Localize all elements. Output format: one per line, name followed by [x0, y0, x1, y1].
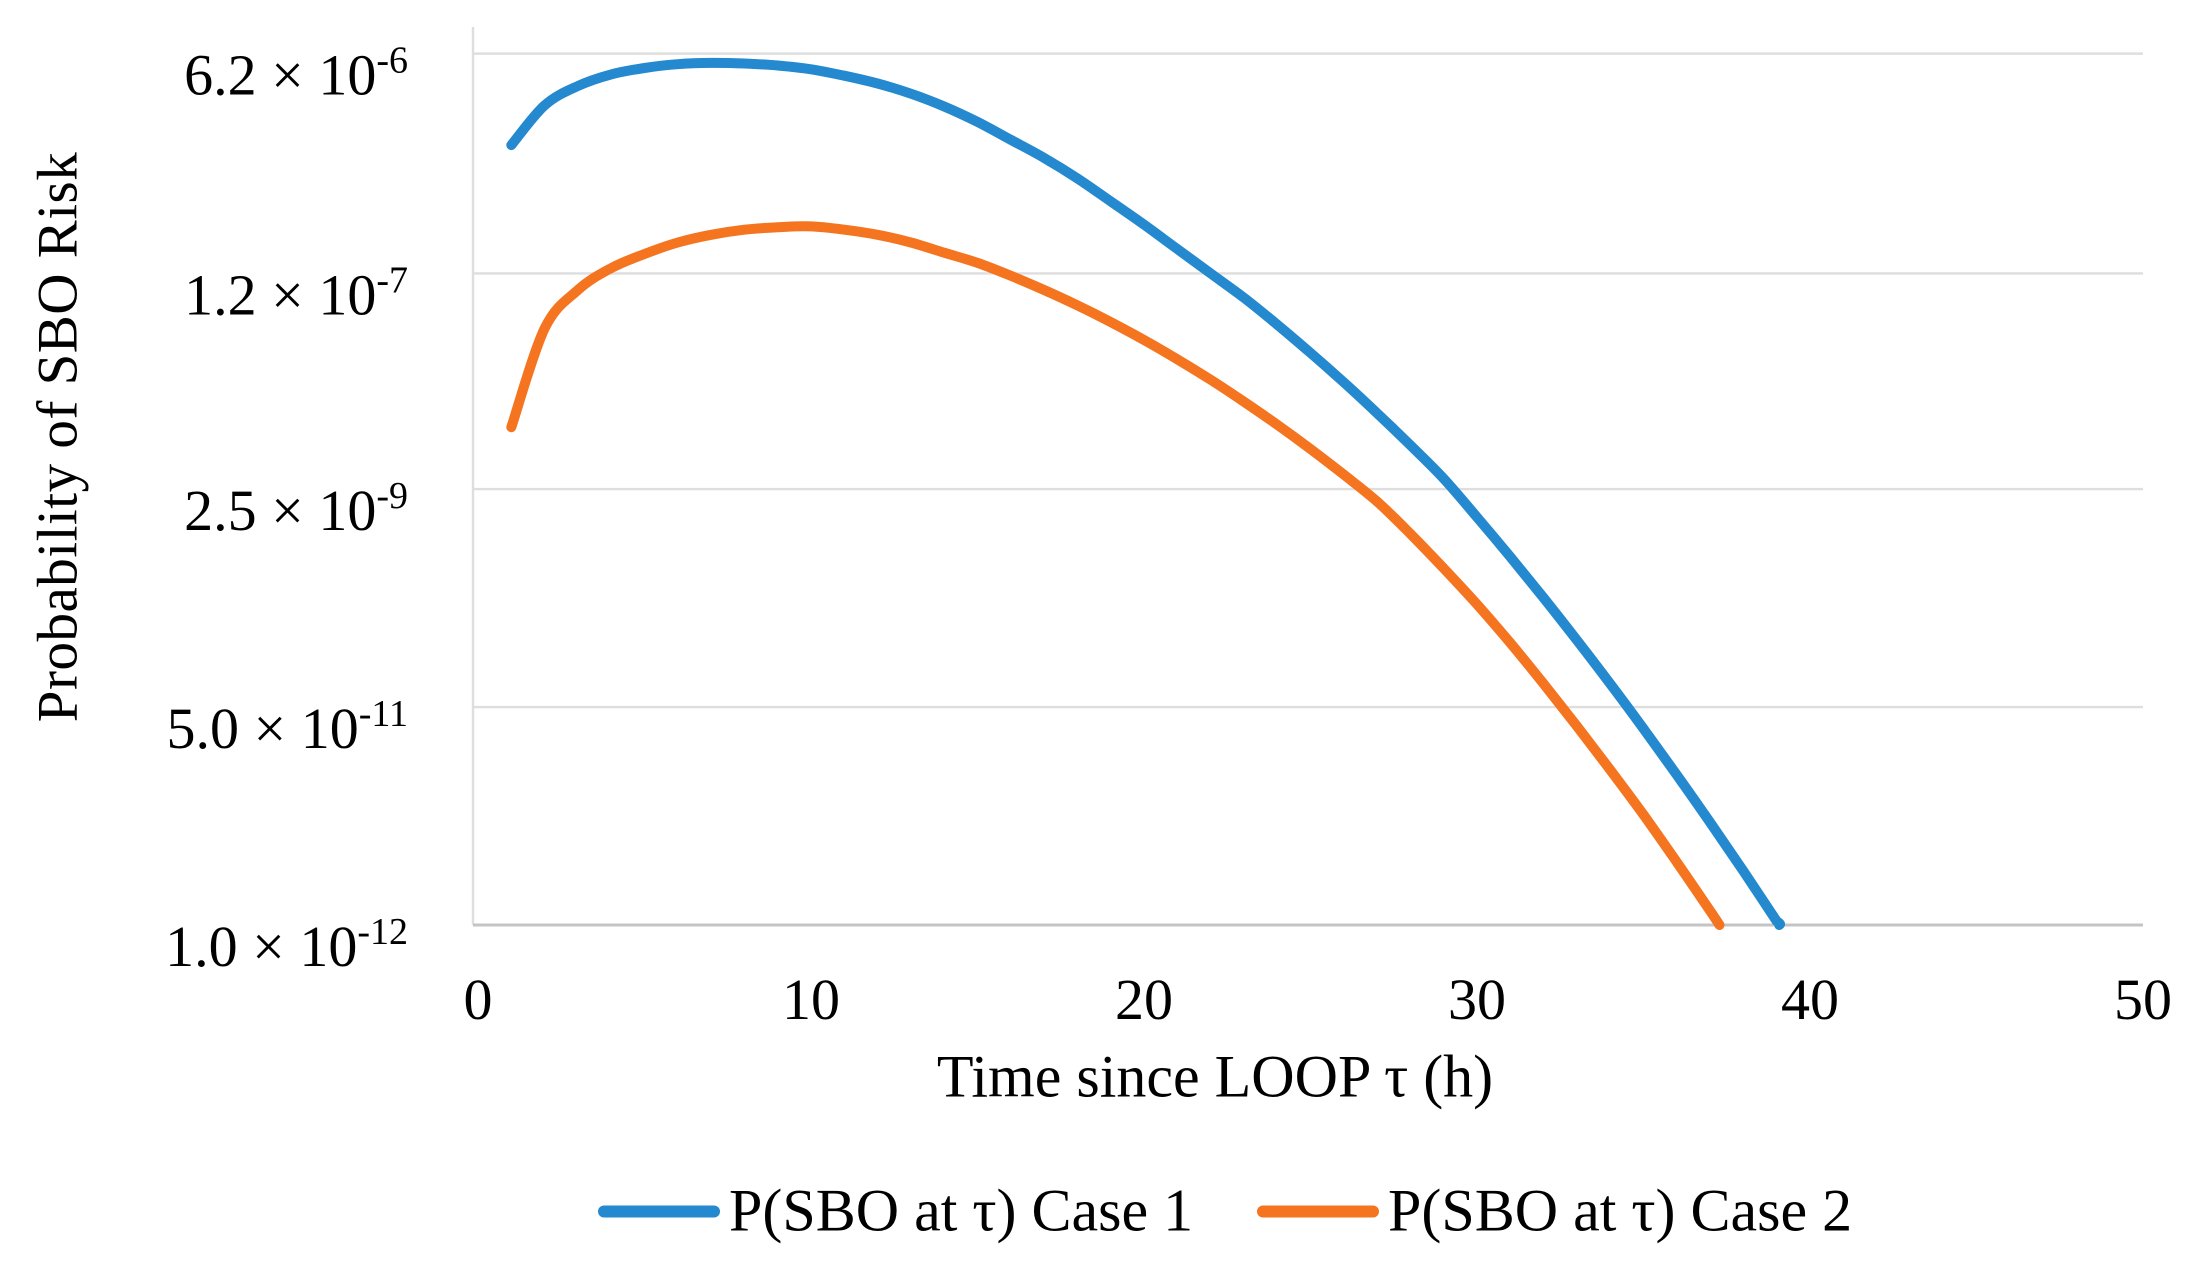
- legend-item-case2: P(SBO at τ) Case 2: [1257, 1177, 1852, 1246]
- y-tick-label: 5.0 × 10-11: [167, 693, 408, 761]
- x-tick-label: 10: [782, 967, 840, 1032]
- legend-label-case1: P(SBO at τ) Case 1: [729, 1177, 1194, 1244]
- case2-curve: [506, 221, 1725, 930]
- y-tick-label: 1.2 × 10-7: [184, 259, 408, 327]
- legend-item-case1: P(SBO at τ) Case 1: [598, 1177, 1193, 1246]
- x-tick-label: 50: [2114, 967, 2172, 1032]
- x-tick-label: 0: [464, 967, 493, 1032]
- y-tick-label: 2.5 × 10-9: [184, 475, 408, 543]
- y-axis-title: Probability of SBO Risk: [26, 151, 90, 723]
- case1-curve: [506, 57, 1786, 930]
- x-tick-label: 40: [1781, 967, 1839, 1032]
- case1-line-swatch: [598, 1205, 720, 1217]
- y-tick-label: 1.0 × 10-12: [165, 911, 408, 979]
- x-tick-label: 30: [1448, 967, 1506, 1032]
- legend-label-case2: P(SBO at τ) Case 2: [1388, 1177, 1853, 1244]
- x-axis-title: Time since LOOP τ (h): [936, 1043, 1494, 1110]
- x-tick-label: 20: [1115, 967, 1173, 1032]
- y-tick-label: 6.2 × 10-6: [184, 40, 408, 108]
- case2-line-swatch: [1257, 1205, 1379, 1217]
